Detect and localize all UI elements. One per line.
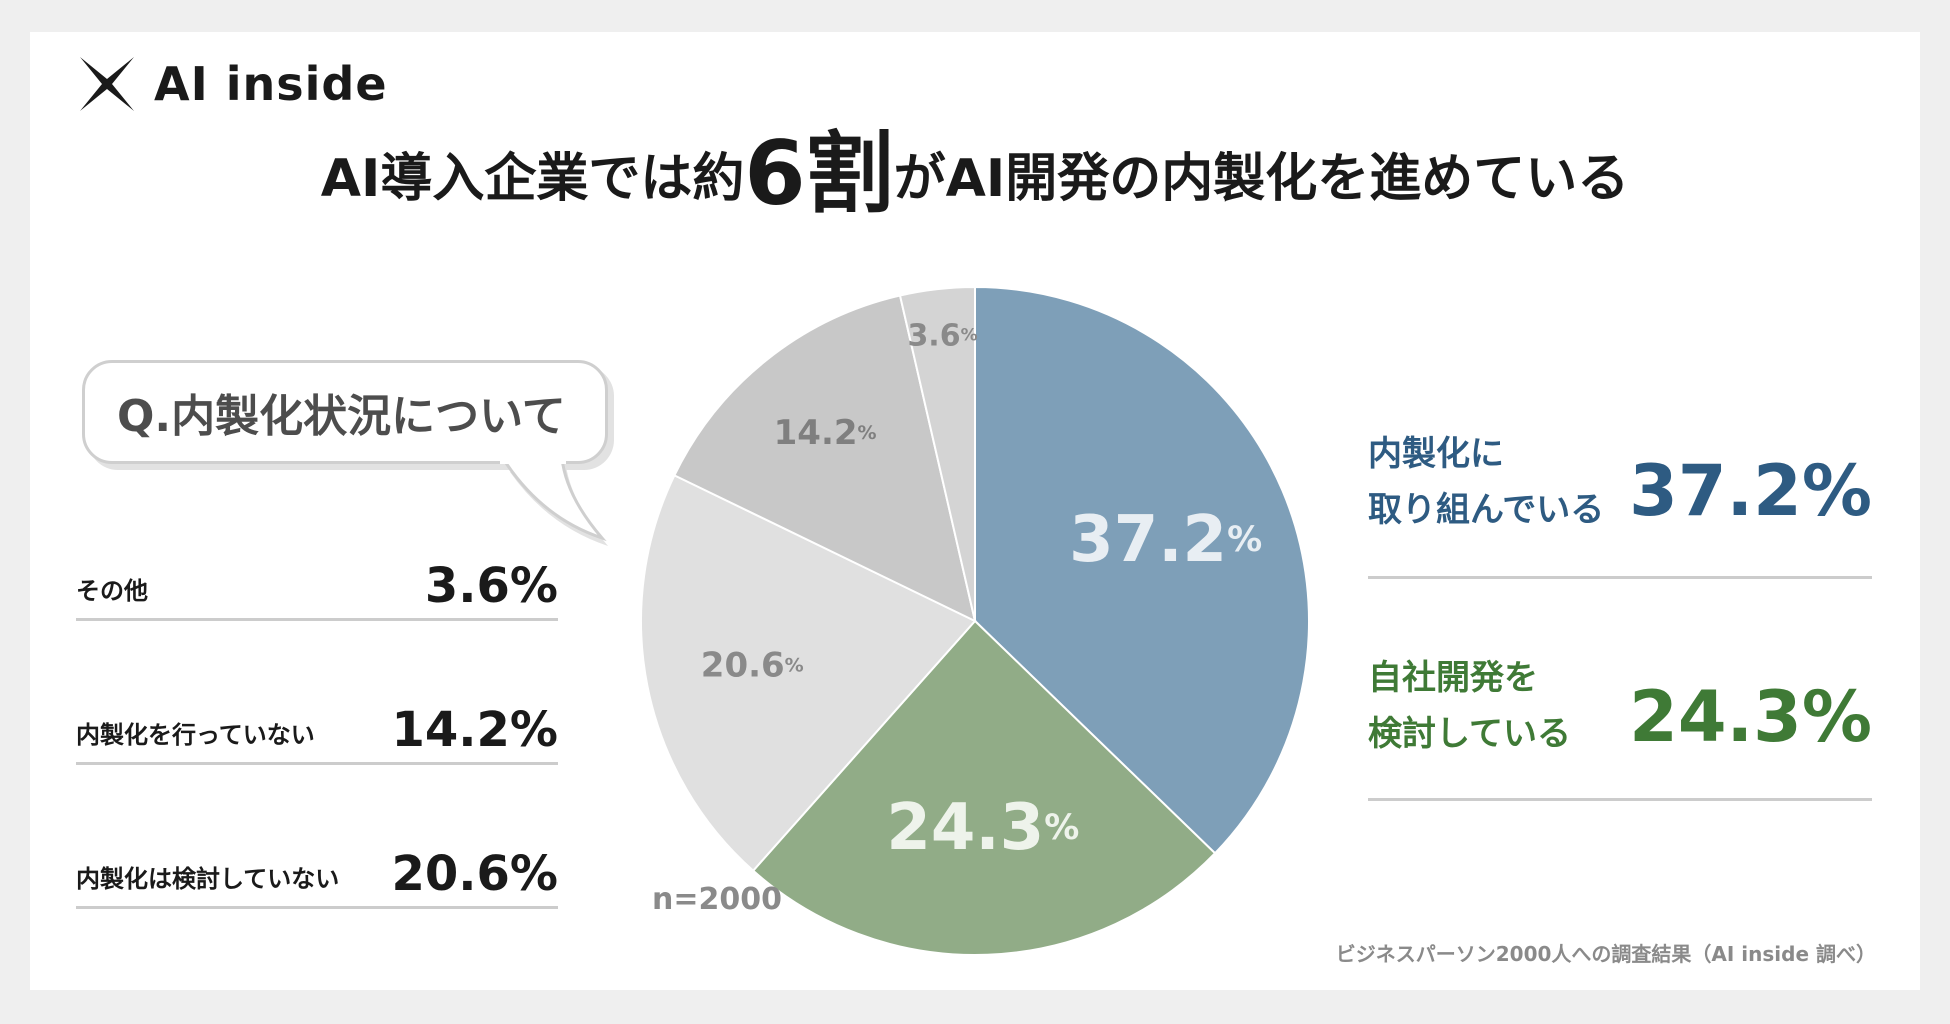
legend-row-not-inhouse: 内製化を行っていない 14.2% [76, 688, 558, 765]
slice-considering [751, 619, 1217, 956]
legend-row-inhouse: 内製化に 取り組んでいる 37.2% [1368, 412, 1872, 579]
bubble-tail [500, 458, 608, 546]
legend-value: 3.6% [424, 558, 558, 614]
legend-label-line2: 検討している [1368, 714, 1571, 754]
brand-logo: AI inside [78, 52, 388, 116]
legend-label: 内製化を行っていない [76, 721, 315, 749]
slice-inhouse [974, 285, 1310, 855]
slice-label: 20.6% [701, 645, 804, 685]
legend-label: 内製化は検討していない [76, 865, 340, 893]
slice-not-considering [640, 474, 977, 873]
slice-label: 14.2% [774, 413, 877, 453]
legend-value: 37.2% [1629, 450, 1872, 532]
headline-part2: がAI開発の内製化を進めている [893, 149, 1630, 209]
pie-chart: 37.2% 24.3% 20.6% 14.2% 3.6% [640, 285, 1310, 956]
legend-label-line2: 取り組んでいる [1368, 490, 1605, 530]
question-text: Q.内製化状況について [117, 391, 566, 442]
legend-label-line1: 自社開発を [1368, 658, 1538, 698]
slice-not-inhouse [673, 294, 977, 623]
legend-label: その他 [76, 577, 148, 605]
slice-label: 24.3% [886, 791, 1079, 865]
legend-value: 20.6% [391, 846, 558, 902]
headline-part1: AI導入企業では約 [320, 149, 745, 209]
question-bubble: Q.内製化状況について [82, 360, 608, 464]
brand-x-icon [80, 57, 134, 111]
source-note: ビジネスパーソン2000人への調査結果（AI inside 調べ） [1335, 942, 1876, 966]
legend-label-line1: 内製化に [1368, 434, 1504, 474]
page-title: AI導入企業では約6割がAI開発の内製化を進めている [30, 130, 1920, 218]
brand-name: AI inside [154, 57, 388, 111]
slice-label: 37.2% [1069, 503, 1262, 577]
legend-value: 24.3% [1629, 676, 1872, 758]
infographic-card: AI inside AI導入企業では約6割がAI開発の内製化を進めている Q.内… [30, 32, 1920, 990]
legend-row-not-considering: 内製化は検討していない 20.6% [76, 832, 558, 909]
sample-size: n=2000 [652, 882, 782, 917]
headline-highlight: 6割 [744, 122, 894, 225]
legend-value: 14.2% [391, 702, 558, 758]
legend-row-other: その他 3.6% [76, 544, 558, 621]
legend-row-considering: 自社開発を 検討している 24.3% [1368, 632, 1872, 801]
slice-label: 3.6% [907, 318, 977, 353]
slice-other [898, 285, 976, 622]
